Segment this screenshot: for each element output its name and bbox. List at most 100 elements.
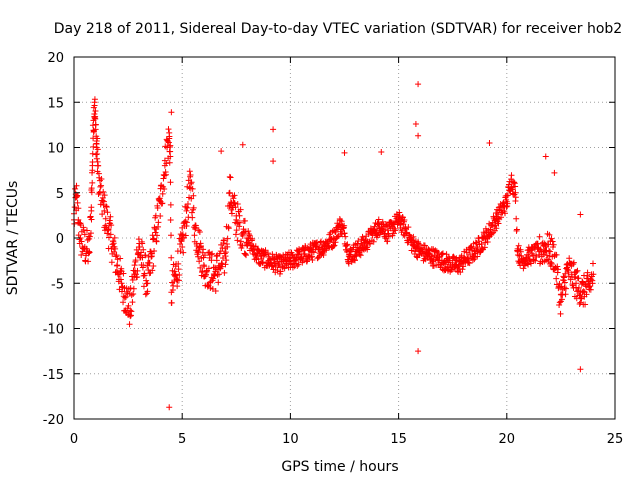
data-point (550, 241, 557, 248)
data-point (109, 244, 116, 251)
data-point (165, 126, 172, 133)
data-point (471, 248, 478, 255)
data-point (141, 272, 148, 279)
data-point (205, 265, 212, 272)
data-point (88, 207, 95, 214)
data-point (373, 225, 380, 232)
outlier-point (88, 187, 95, 194)
data-point (425, 246, 432, 253)
data-point (130, 291, 137, 298)
data-point (233, 227, 240, 234)
data-point (364, 246, 371, 253)
data-point (231, 200, 238, 207)
data-point (232, 231, 239, 238)
data-point (90, 143, 97, 150)
data-point (175, 260, 182, 267)
data-point (269, 263, 276, 270)
data-point (179, 231, 186, 238)
y-tick-label: 10 (47, 142, 64, 157)
data-point (493, 225, 500, 232)
data-point (188, 209, 195, 216)
grid (74, 57, 615, 419)
data-point (245, 228, 252, 235)
data-point (126, 321, 133, 328)
data-point (129, 277, 136, 284)
outlier-point (239, 141, 246, 148)
data-point (217, 248, 224, 255)
data-point (212, 288, 219, 295)
data-point (178, 238, 185, 245)
data-point (192, 222, 199, 229)
data-point (182, 232, 189, 239)
data-point (159, 190, 166, 197)
x-tick-label: 0 (70, 432, 78, 447)
data-point (265, 250, 272, 257)
data-point (515, 242, 522, 249)
data-point (75, 205, 82, 212)
data-point (108, 222, 115, 229)
data-point (401, 217, 408, 224)
data-point (128, 308, 135, 315)
data-point (167, 216, 174, 223)
outlier-point (486, 139, 493, 146)
data-point (367, 240, 374, 247)
outlier-point (341, 149, 348, 156)
data-point (298, 253, 305, 260)
data-point (545, 248, 552, 255)
data-point (180, 249, 187, 256)
data-point (237, 238, 244, 245)
data-point (94, 135, 101, 142)
data-point (187, 180, 194, 187)
data-point (330, 235, 337, 241)
data-point (101, 192, 108, 199)
data-point (164, 144, 171, 151)
data-point (89, 179, 96, 186)
data-point (589, 260, 596, 267)
data-point (575, 275, 582, 282)
data-point (200, 262, 207, 269)
data-point (85, 258, 92, 265)
data-point (222, 261, 229, 268)
data-point (553, 275, 560, 282)
data-point (197, 242, 204, 249)
data-point (466, 260, 473, 267)
data-point (332, 239, 339, 246)
data-point (115, 271, 122, 278)
data-point (503, 203, 510, 210)
outlier-point (415, 81, 422, 88)
data-point (249, 236, 256, 243)
data-point (149, 236, 156, 243)
data-point (495, 220, 502, 227)
data-point (244, 239, 251, 246)
data-point (309, 256, 316, 263)
data-point (428, 253, 435, 260)
outlier-point (415, 348, 422, 355)
data-point (536, 233, 543, 240)
data-point (557, 284, 564, 291)
data-point (134, 267, 141, 274)
data-point (182, 218, 189, 225)
data-point (226, 189, 233, 196)
data-point (357, 252, 364, 259)
x-tick-label: 15 (390, 432, 407, 447)
data-point (87, 213, 94, 220)
data-point (88, 216, 95, 223)
data-point (512, 183, 519, 190)
data-point (356, 251, 363, 258)
data-point (96, 189, 103, 196)
chart-title: Day 218 of 2011, Sidereal Day-to-day VTE… (54, 21, 622, 37)
data-point (523, 251, 530, 258)
outlier-point (415, 132, 422, 139)
data-point (190, 192, 197, 199)
data-point (474, 253, 481, 260)
outlier-point (577, 366, 584, 373)
data-point (127, 285, 134, 292)
data-point (460, 257, 467, 264)
data-point (233, 216, 240, 223)
data-point (102, 215, 109, 222)
data-point (121, 294, 128, 301)
data-point (341, 222, 348, 229)
data-point (234, 201, 241, 208)
data-point (153, 238, 160, 245)
